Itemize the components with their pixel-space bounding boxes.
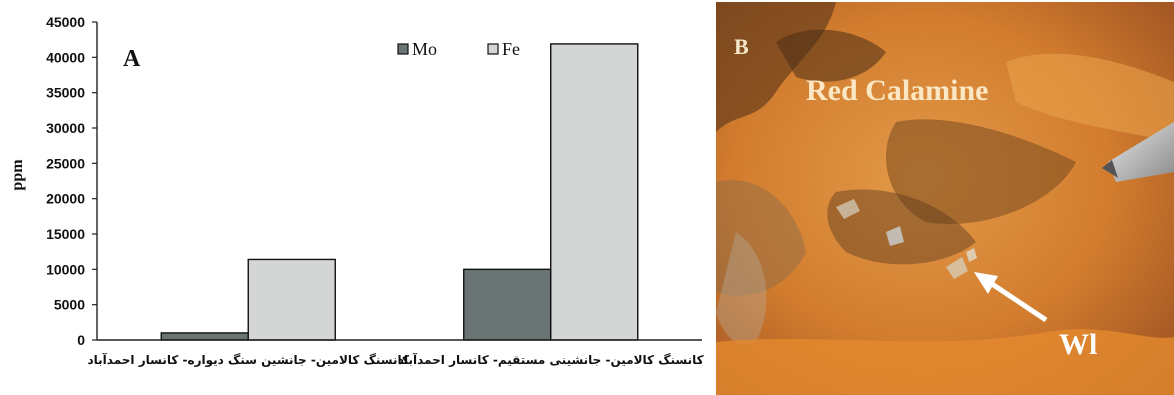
y-tick-label: 40000 xyxy=(46,49,85,65)
panel-label-b: B xyxy=(734,34,749,59)
y-tick-label: 5000 xyxy=(54,297,85,313)
y-tick-label: 25000 xyxy=(46,155,85,171)
mineral-label-red-calamine: Red Calamine xyxy=(806,74,989,107)
bar-mo-1 xyxy=(160,332,249,341)
y-tick-label: 0 xyxy=(77,332,85,348)
bars xyxy=(160,43,639,341)
y-axis-label: ppm xyxy=(9,159,26,191)
bar-fe-2 xyxy=(550,43,639,341)
y-tick-label: 20000 xyxy=(46,191,85,207)
panel-a-chart: 0 5000 10000 15000 20000 25000 30000 35000 40000… xyxy=(9,14,704,368)
category-labels: کانسنگ کالامین- جانشین سنگ دیواره- کانسا… xyxy=(88,352,704,368)
y-tick-label: 15000 xyxy=(46,226,85,242)
pen-tip-image xyxy=(1108,122,1174,182)
y-tick-label: 30000 xyxy=(46,120,85,136)
y-tick-label: 10000 xyxy=(46,261,85,277)
legend-label-mo: Mo xyxy=(412,39,437,59)
legend-swatch-mo xyxy=(397,43,409,55)
y-axis-ticks: 0 5000 10000 15000 20000 25000 30000 35000 40000… xyxy=(46,14,97,348)
arrow-label-wl: Wl xyxy=(1059,328,1097,361)
bar-mo-2 xyxy=(463,268,552,341)
category-label: کانسنگ کالامین- جانشینی مستقیم- کانسار ا… xyxy=(398,352,704,367)
panel-label-a: A xyxy=(123,46,141,72)
legend-label-fe: Fe xyxy=(502,39,520,59)
arrow-head xyxy=(974,272,998,294)
y-tick-label: 45000 xyxy=(46,14,85,30)
y-tick-label: 35000 xyxy=(46,85,85,101)
rock-photo xyxy=(716,2,1174,395)
legend: Mo Fe xyxy=(397,39,520,59)
panel-b-photo: B Red Calamine Wl xyxy=(716,2,1174,395)
bar-fe-1 xyxy=(247,258,336,341)
legend-swatch-fe xyxy=(487,43,499,55)
photo-overlay: B Red Calamine Wl xyxy=(734,34,1097,361)
bar-chart: 0 5000 10000 15000 20000 25000 30000 35000 40000… xyxy=(9,14,704,368)
arrow-shaft xyxy=(984,277,1048,323)
category-label: کانسنگ کالامین- جانشین سنگ دیواره- کانسا… xyxy=(88,352,409,368)
